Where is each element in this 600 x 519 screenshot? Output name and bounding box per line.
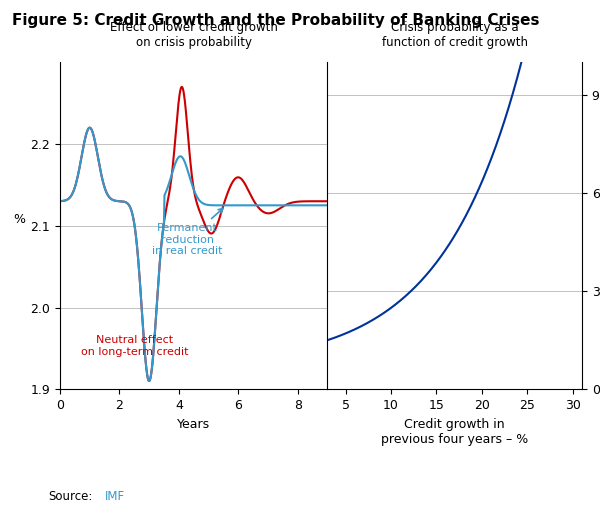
- Text: Source:: Source:: [48, 490, 92, 503]
- Y-axis label: %: %: [13, 213, 25, 226]
- Text: Effect of lower credit growth
on crisis probability: Effect of lower credit growth on crisis …: [110, 21, 278, 49]
- Text: IMF: IMF: [105, 490, 125, 503]
- X-axis label: Credit growth in
previous four years – %: Credit growth in previous four years – %: [381, 417, 529, 445]
- Text: Figure 5: Credit Growth and the Probability of Banking Crises: Figure 5: Credit Growth and the Probabil…: [12, 13, 539, 28]
- X-axis label: Years: Years: [177, 417, 210, 431]
- Text: Neutral effect
on long-term credit: Neutral effect on long-term credit: [81, 335, 188, 357]
- Text: Crisis probability as a
function of credit growth: Crisis probability as a function of cred…: [382, 21, 527, 49]
- Text: Permanent
reduction
in real credit: Permanent reduction in real credit: [152, 209, 223, 256]
